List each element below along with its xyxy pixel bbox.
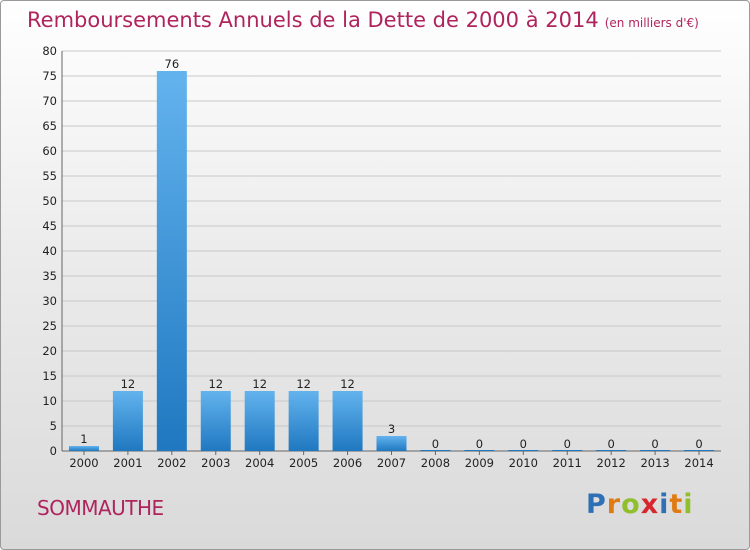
data-label: 1 <box>80 432 87 446</box>
y-tick-label: 5 <box>50 419 57 433</box>
x-tick-label: 2001 <box>113 456 142 470</box>
x-tick-label: 2008 <box>421 456 450 470</box>
data-label: 12 <box>252 377 267 391</box>
y-tick-label: 70 <box>42 94 57 108</box>
y-tick-label: 50 <box>42 194 57 208</box>
x-tick-label: 2000 <box>69 456 98 470</box>
y-tick-label: 75 <box>42 69 57 83</box>
y-tick-label: 20 <box>42 344 57 358</box>
x-tick-label: 2002 <box>157 456 186 470</box>
y-tick-label: 15 <box>42 369 57 383</box>
x-tick-label: 2014 <box>684 456 713 470</box>
x-tick-label: 2007 <box>377 456 406 470</box>
y-tick-label: 0 <box>50 444 57 458</box>
logo-letter: o <box>621 489 641 520</box>
bar <box>332 391 363 451</box>
bar <box>112 391 143 451</box>
y-tick-label: 65 <box>42 119 57 133</box>
logo-letter: i <box>659 489 670 520</box>
y-tick-label: 45 <box>42 219 57 233</box>
y-tick-label: 30 <box>42 294 57 308</box>
x-tick-label: 2010 <box>509 456 538 470</box>
bar <box>244 391 275 451</box>
data-label: 0 <box>564 437 571 451</box>
data-label: 0 <box>520 437 527 451</box>
data-label: 12 <box>208 377 223 391</box>
y-tick-label: 35 <box>42 269 57 283</box>
x-tick-label: 2013 <box>640 456 669 470</box>
chart-title-text: Remboursements Annuels de la Dette de 20… <box>27 8 599 32</box>
data-label: 0 <box>651 437 658 451</box>
data-label: 0 <box>695 437 702 451</box>
y-tick-label: 60 <box>42 144 57 158</box>
x-tick-label: 2004 <box>245 456 274 470</box>
bar <box>288 391 319 451</box>
logo-letter: P <box>586 489 607 520</box>
x-tick-label: 2003 <box>201 456 230 470</box>
logo-letter: i <box>683 489 694 520</box>
data-label: 0 <box>432 437 439 451</box>
bar <box>156 71 187 451</box>
data-label: 12 <box>121 377 136 391</box>
data-label: 76 <box>165 57 180 71</box>
bar <box>200 391 231 451</box>
y-tick-label: 40 <box>42 244 57 258</box>
logo-letter: t <box>669 489 684 520</box>
chart-title: Remboursements Annuels de la Dette de 20… <box>27 8 699 32</box>
proxiti-logo: Proxiti <box>586 489 694 520</box>
data-label: 12 <box>340 377 355 391</box>
y-tick-label: 25 <box>42 319 57 333</box>
x-tick-label: 2005 <box>289 456 318 470</box>
city-name: SOMMAUTHE <box>37 496 164 520</box>
logo-letter: r <box>606 489 622 520</box>
data-label: 3 <box>388 422 395 436</box>
y-tick-label: 80 <box>42 44 57 58</box>
data-label: 0 <box>608 437 615 451</box>
y-tick-label: 55 <box>42 169 57 183</box>
x-tick-label: 2011 <box>553 456 582 470</box>
data-label: 12 <box>296 377 311 391</box>
y-tick-label: 10 <box>42 394 57 408</box>
bar <box>376 436 407 451</box>
x-tick-label: 2009 <box>465 456 494 470</box>
logo-letter: x <box>640 489 660 520</box>
bar <box>68 446 99 451</box>
chart-unit: (en milliers d'€) <box>604 16 699 30</box>
x-tick-label: 2006 <box>333 456 362 470</box>
x-tick-label: 2012 <box>597 456 626 470</box>
data-label: 0 <box>476 437 483 451</box>
